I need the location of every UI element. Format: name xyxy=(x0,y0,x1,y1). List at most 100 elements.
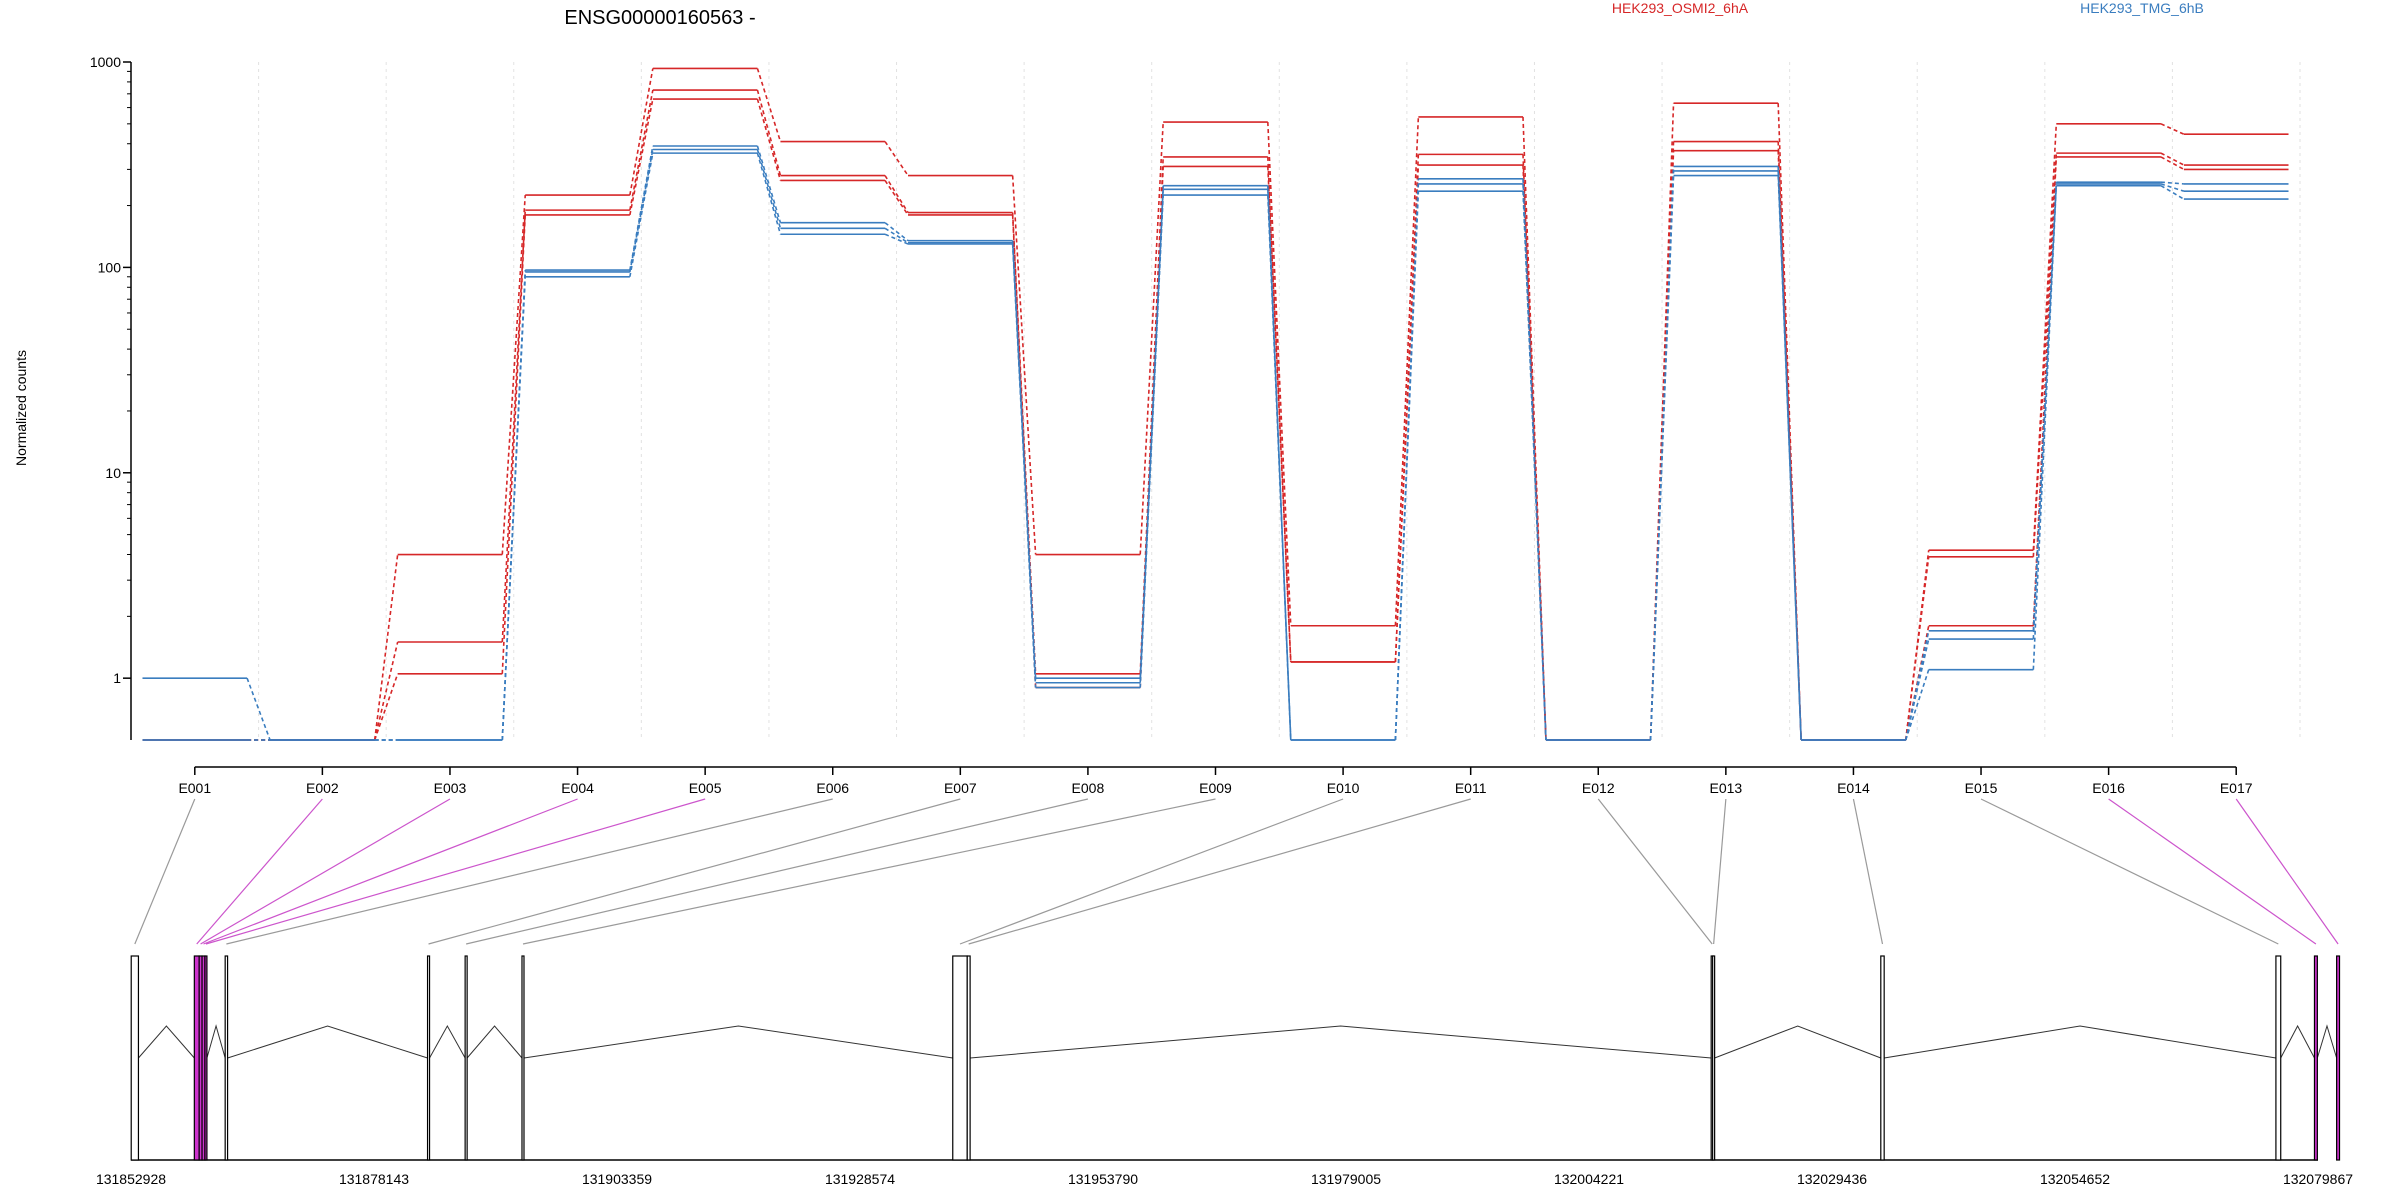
x-tick-label-E003: E003 xyxy=(434,780,467,796)
connector-E010 xyxy=(1394,191,1420,741)
connector-line-E005 xyxy=(205,798,706,945)
exon-box-E009 xyxy=(521,955,525,1161)
exon-box-E001 xyxy=(130,955,140,1161)
connector-line-E016 xyxy=(2108,798,2317,945)
connector-E014 xyxy=(1904,556,1930,741)
chart-title: ENSG00000160563 - xyxy=(564,7,755,29)
series-1-1 xyxy=(142,148,2289,741)
intron-E016 xyxy=(2316,1024,2338,1059)
intron-E005 xyxy=(206,1024,226,1059)
plot-axes: 1 10 100 1000 E001 E002 E003 E004 E005 E006 E007 E0… xyxy=(90,54,2253,796)
connector-E008 xyxy=(1139,189,1164,683)
connector-line-E004 xyxy=(203,798,578,945)
coordinate-label-6: 132004221 xyxy=(1554,1171,1624,1187)
connector-E002 xyxy=(373,554,399,741)
gene-model: 131852928 131878143 131903359 131928574 1319… xyxy=(96,955,2353,1187)
connector-line-E010 xyxy=(959,798,1344,945)
connector-line-E011 xyxy=(968,798,1471,945)
exon-box-E014 xyxy=(1880,955,1885,1161)
x-tick-label-E011: E011 xyxy=(1455,780,1487,796)
connector-E005 xyxy=(756,152,782,235)
coordinate-label-9: 132079867 xyxy=(2283,1171,2353,1187)
x-tick-label-E010: E010 xyxy=(1327,780,1360,796)
intron-E013 xyxy=(1714,1025,1881,1059)
connector-line-E008 xyxy=(465,798,1089,945)
connector-E013 xyxy=(1777,170,1802,741)
intron-E014 xyxy=(1884,1025,2276,1059)
coordinate-label-0: 131852928 xyxy=(96,1171,166,1187)
connector-E005 xyxy=(756,68,782,142)
connector-line-E002 xyxy=(196,798,323,945)
coordinate-label-7: 132029436 xyxy=(1797,1171,1867,1187)
connector-line-E003 xyxy=(200,798,451,945)
connector-E011 xyxy=(1522,191,1547,741)
connector-E008 xyxy=(1139,122,1164,555)
series-1-0 xyxy=(142,145,2289,741)
x-tick-label-E006: E006 xyxy=(816,780,849,796)
series-1-2 xyxy=(142,152,2289,741)
connector-line-E006 xyxy=(226,798,833,945)
connector-E004 xyxy=(629,98,654,216)
connector-E002 xyxy=(373,673,399,741)
connector-E009 xyxy=(1267,156,1292,662)
connector-E009 xyxy=(1267,122,1292,626)
plot-series xyxy=(142,67,2289,741)
x-tick-label-E001: E001 xyxy=(178,780,211,796)
exon-box-E016 xyxy=(2313,955,2318,1161)
connector-E009 xyxy=(1267,166,1292,662)
connector-E006 xyxy=(884,222,909,242)
intron-E011 xyxy=(970,1025,1712,1059)
connector-E012 xyxy=(1649,175,1675,741)
exon-box-E015 xyxy=(2275,955,2282,1161)
connector-E016 xyxy=(2160,156,2185,171)
exon-box-E013 xyxy=(1712,955,1716,1161)
legend-entry-osmi2: HEK293_OSMI2_6hA xyxy=(1612,0,1749,16)
connector-E014 xyxy=(1904,638,1930,741)
y-tick-label-2: 100 xyxy=(98,259,122,275)
x-tick-label-E012: E012 xyxy=(1582,780,1615,796)
x-tick-label-E015: E015 xyxy=(1965,780,1998,796)
connector-E004 xyxy=(629,89,654,211)
coordinate-label-3: 131928574 xyxy=(825,1171,895,1187)
connector-E016 xyxy=(2160,123,2185,135)
connector-E002 xyxy=(373,641,399,741)
intron-E008 xyxy=(466,1025,523,1059)
connector-E008 xyxy=(1139,195,1164,688)
x-tick-label-E002: E002 xyxy=(306,780,339,796)
intron-E009 xyxy=(523,1025,953,1059)
exon-box-E010 xyxy=(952,955,968,1161)
coordinate-label-2: 131903359 xyxy=(582,1171,652,1187)
connector-line-E007 xyxy=(428,798,961,945)
y-axis-label: Normalized counts xyxy=(13,350,29,466)
x-tick-label-E017: E017 xyxy=(2220,780,2253,796)
x-tick-label-E004: E004 xyxy=(561,780,594,796)
connector-E007 xyxy=(1011,175,1037,555)
y-tick-label-1: 10 xyxy=(105,465,121,481)
x-tick-label-E014: E014 xyxy=(1837,780,1870,796)
exon-box-E007 xyxy=(426,955,431,1161)
x-tick-label-E007: E007 xyxy=(944,780,977,796)
intron-E007 xyxy=(429,1024,466,1059)
connector-E005 xyxy=(756,145,782,223)
y-tick-label-3: 1000 xyxy=(90,54,121,70)
exon-box-E005 xyxy=(204,955,208,1161)
connector-line-E014 xyxy=(1852,798,1884,945)
x-tick-label-E008: E008 xyxy=(1072,780,1105,796)
x-tick-label-E016: E016 xyxy=(2092,780,2125,796)
connector-E001 xyxy=(246,677,271,741)
exon-box-E017 xyxy=(2336,955,2341,1161)
connector-E005 xyxy=(756,89,782,176)
connector-E015 xyxy=(2032,153,2058,557)
connector-line-E015 xyxy=(1980,798,2279,945)
connector-line-E012 xyxy=(1597,798,1713,945)
exon-box-E008 xyxy=(464,955,468,1161)
connector-E014 xyxy=(1904,630,1930,741)
series-0-1 xyxy=(142,89,2289,741)
coordinate-label-5: 131979005 xyxy=(1311,1171,1381,1187)
connector-E010 xyxy=(1394,116,1420,626)
connector-E006 xyxy=(884,227,909,244)
connector-E014 xyxy=(1904,669,1930,741)
y-tick-label-0: 1 xyxy=(113,670,121,686)
